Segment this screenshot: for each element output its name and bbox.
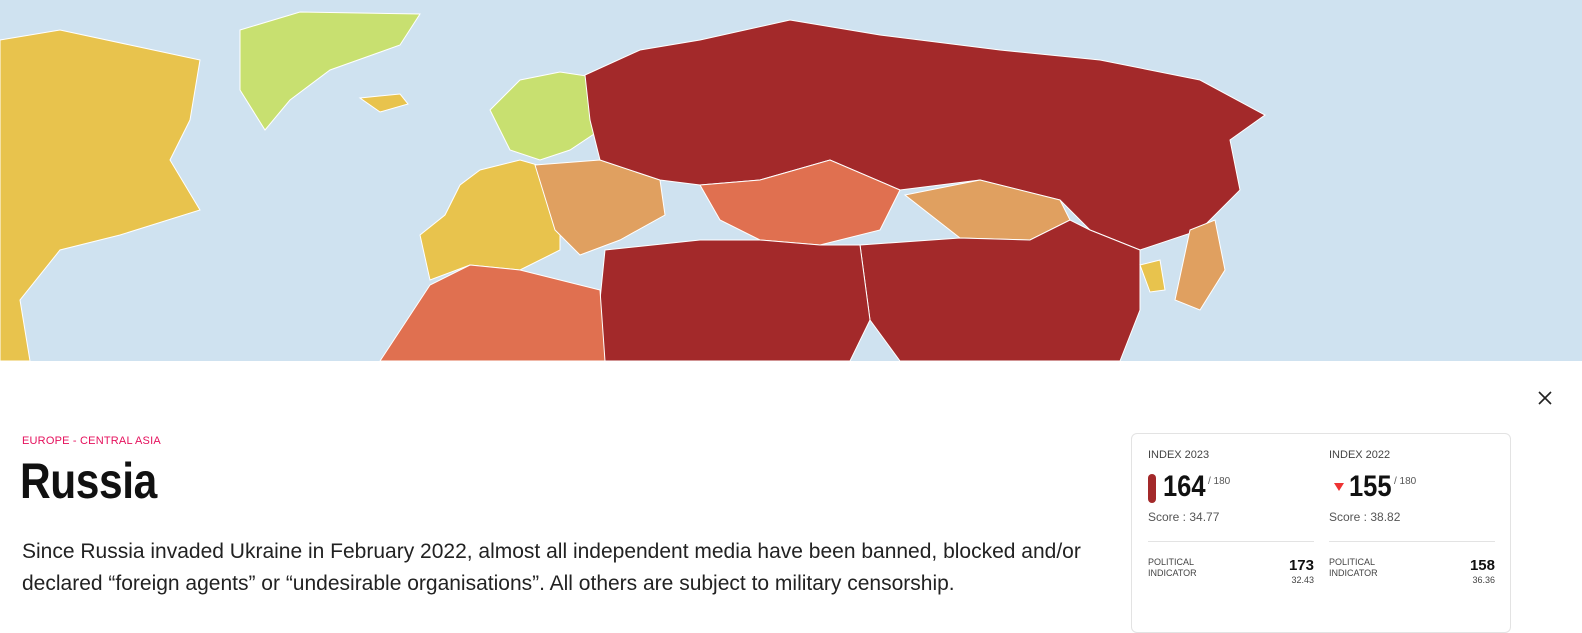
greenland bbox=[239, 11, 421, 131]
rank: 155 bbox=[1349, 470, 1392, 503]
index-label: INDEX 2022 bbox=[1329, 449, 1391, 461]
indicator-score: 32.43 bbox=[1291, 575, 1314, 585]
country-description: Since Russia invaded Ukraine in February… bbox=[22, 540, 1081, 595]
rank: 164 bbox=[1163, 470, 1206, 503]
separator bbox=[1148, 541, 1314, 542]
index-card: INDEX 2023 164/ 180 Score : 34.77 POLITICAL… bbox=[1131, 433, 1511, 633]
score: Score : 34.77 bbox=[1148, 510, 1220, 524]
score: Score : 38.82 bbox=[1329, 510, 1401, 524]
close-button[interactable] bbox=[1537, 390, 1553, 406]
countries bbox=[0, 11, 1266, 361]
middle-east bbox=[599, 239, 871, 361]
rank-indicator bbox=[1148, 474, 1156, 503]
region-label: EUROPE - CENTRAL ASIA bbox=[22, 435, 161, 447]
rank-trend-down bbox=[1334, 483, 1344, 491]
rank-total: / 180 bbox=[1208, 476, 1231, 487]
kazakhstan bbox=[699, 159, 901, 246]
close-icon bbox=[1538, 391, 1552, 405]
indicator-rank: 173 bbox=[1288, 557, 1314, 574]
indicator-label: POLITICAL INDICATOR bbox=[1148, 557, 1197, 578]
north-africa bbox=[379, 264, 606, 361]
north-america bbox=[0, 29, 201, 361]
indicator-label: POLITICAL INDICATOR bbox=[1329, 557, 1378, 578]
japan bbox=[1174, 219, 1226, 311]
russia bbox=[584, 19, 1266, 251]
china bbox=[859, 219, 1141, 361]
south-korea bbox=[1139, 259, 1166, 293]
index-label: INDEX 2023 bbox=[1148, 449, 1210, 461]
indicator-score: 36.36 bbox=[1472, 575, 1495, 585]
rank-total: / 180 bbox=[1394, 476, 1417, 487]
iceland bbox=[358, 93, 409, 113]
country-title: Russia bbox=[20, 453, 157, 509]
separator bbox=[1329, 541, 1495, 542]
indicator-rank: 158 bbox=[1469, 557, 1495, 574]
world-map[interactable] bbox=[0, 0, 1582, 361]
